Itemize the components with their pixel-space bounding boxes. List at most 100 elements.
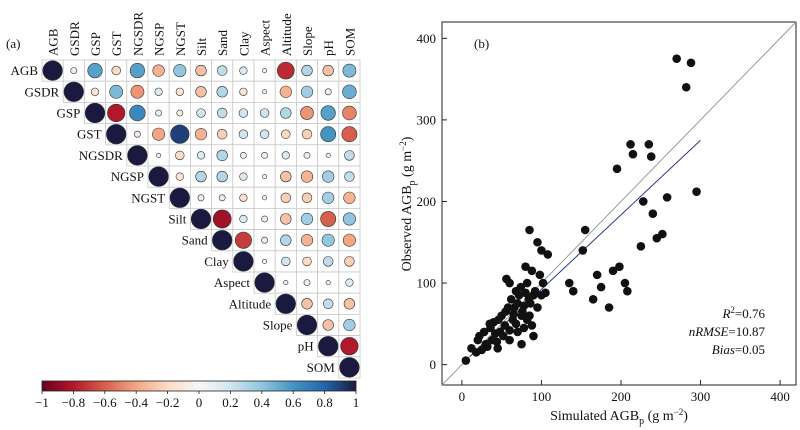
- correlation-circle: [275, 293, 296, 314]
- correlation-circle: [261, 215, 268, 223]
- correlation-circle: [190, 208, 212, 230]
- column-label: GST: [109, 31, 124, 56]
- data-point: [525, 311, 534, 320]
- correlation-circle: [279, 85, 292, 98]
- data-point: [658, 229, 667, 239]
- data-point: [608, 266, 618, 276]
- correlation-circle: [262, 195, 268, 201]
- correlation-circle: [238, 129, 249, 139]
- row-label: Altitude: [229, 296, 272, 311]
- data-point: [646, 152, 656, 161]
- correlation-circle: [342, 63, 357, 78]
- data-point: [615, 262, 624, 272]
- correlation-circle: [281, 256, 291, 267]
- correlation-circle: [342, 212, 356, 226]
- correlation-circle: [280, 213, 292, 225]
- column-label: SOM: [342, 27, 357, 56]
- data-point: [580, 225, 590, 235]
- colorbar-tick-label: −0.2: [156, 395, 180, 410]
- correlation-circle: [323, 256, 334, 267]
- correlation-circle: [341, 126, 358, 143]
- correlation-circle: [127, 145, 148, 166]
- colorbar-tick-label: 0.6: [285, 395, 302, 410]
- correlation-circle: [129, 63, 145, 79]
- scatter-panel: (b) 0 100 200 300 400 0 100 200 300 400 Simulated…: [398, 21, 797, 427]
- column-label: Slope: [300, 26, 315, 56]
- correlation-circle: [239, 66, 248, 75]
- data-point: [483, 342, 492, 351]
- correlation-circle: [197, 194, 205, 202]
- correlation-circle: [302, 256, 312, 267]
- column-label: Aspect: [258, 20, 273, 56]
- column-labels: AGB GSDR GSP GST NGSDR NGSP NGST Silt Sand Clay As…: [46, 12, 358, 56]
- correlation-circle: [234, 231, 252, 249]
- data-point: [644, 140, 654, 149]
- correlation-circle: [195, 170, 207, 183]
- correlation-circle: [106, 124, 127, 145]
- correlation-circle: [194, 128, 208, 141]
- data-point: [527, 266, 537, 276]
- x-tick-label: 0: [459, 389, 466, 404]
- fit-statistics: R2=0.76 nRMSE=10.87 Bias=0.05: [689, 305, 766, 357]
- correlation-circle: [170, 124, 190, 144]
- data-point: [525, 225, 534, 235]
- correlation-circle: [262, 174, 268, 180]
- data-point: [543, 250, 553, 259]
- data-point: [522, 278, 532, 288]
- correlation-circle: [239, 172, 248, 181]
- correlation-circle: [342, 84, 357, 100]
- correlation-circle: [322, 170, 335, 183]
- correlation-circle: [303, 279, 311, 286]
- correlation-circle: [152, 64, 165, 77]
- correlation-circle: [300, 85, 314, 98]
- colorbar-tick-label: 0.4: [254, 395, 271, 410]
- colorbar-tick-label: 0.2: [222, 395, 238, 410]
- correlation-grid: [41, 59, 361, 379]
- correlation-circle: [239, 87, 248, 96]
- correlation-circle: [262, 258, 268, 264]
- colorbar: −1 −0.8 −0.6 −0.4 −0.2 0 0.2 0.4 0.6 0.8 1: [35, 380, 360, 410]
- correlation-circle: [155, 109, 162, 117]
- correlation-circle: [195, 86, 207, 98]
- data-point: [517, 339, 526, 349]
- row-label: GST: [77, 127, 102, 142]
- data-point: [511, 319, 521, 329]
- correlation-circle: [301, 192, 313, 204]
- y-tick-label: 0: [430, 357, 437, 372]
- plot-frame: [441, 21, 797, 386]
- correlation-circle: [321, 233, 335, 247]
- row-label: GSP: [57, 106, 81, 121]
- correlation-circle: [217, 129, 228, 140]
- correlation-circle: [254, 272, 275, 293]
- y-tick-label: 100: [417, 276, 437, 291]
- data-point: [533, 237, 542, 247]
- colorbar-tick-label: −0.4: [124, 395, 148, 410]
- data-point: [505, 278, 514, 288]
- correlation-circle: [154, 87, 163, 96]
- row-label: Slope: [263, 318, 293, 333]
- correlation-circle: [323, 298, 334, 309]
- y-tick-label: 400: [417, 31, 437, 46]
- data-point: [506, 295, 516, 304]
- correlation-circle: [152, 127, 166, 141]
- correlation-circle: [300, 170, 314, 183]
- correlation-circle: [301, 129, 313, 140]
- correlation-circle: [343, 318, 356, 332]
- correlation-circle: [301, 64, 313, 77]
- correlation-circle: [129, 104, 146, 122]
- correlation-circle: [320, 105, 336, 121]
- correlation-circle: [325, 280, 331, 286]
- correlation-circle: [322, 319, 334, 331]
- colorbar-tick-label: 1: [353, 395, 360, 410]
- correlation-circle: [343, 298, 356, 310]
- column-label: AGB: [46, 28, 61, 56]
- correlation-circle: [300, 106, 314, 120]
- data-point: [692, 187, 701, 196]
- data-point: [533, 303, 542, 312]
- correlation-circle: [344, 256, 355, 267]
- correlation-circle: [84, 102, 106, 124]
- correlation-circle: [239, 193, 248, 202]
- column-label: Silt: [194, 38, 209, 56]
- data-point: [686, 58, 696, 68]
